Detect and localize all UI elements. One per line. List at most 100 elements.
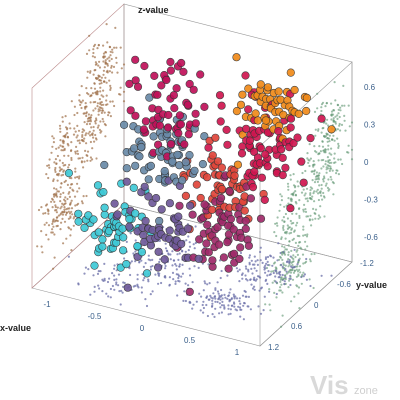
floor-projection-point	[221, 297, 224, 300]
yz-projection-point	[273, 291, 276, 294]
floor-projection-point	[248, 254, 251, 257]
yz-projection-point	[330, 110, 334, 113]
xz-projection-point	[54, 205, 57, 209]
floor-projection-point	[269, 255, 273, 258]
xz-projection-point	[109, 88, 112, 91]
floor-projection-point	[244, 265, 247, 268]
yz-projection-point	[348, 125, 351, 128]
yz-projection-point	[332, 109, 335, 112]
floor-projection-point	[213, 295, 216, 298]
yz-projection-point	[312, 192, 315, 195]
floor-projection-point	[222, 304, 225, 307]
floor-projection-point	[97, 284, 100, 287]
floor-projection-point	[101, 278, 104, 281]
yz-projection-point	[339, 129, 342, 132]
data-point	[125, 222, 134, 231]
floor-projection-point	[239, 308, 242, 311]
floor-projection-point	[195, 300, 198, 303]
xz-projection-point	[99, 106, 102, 109]
xz-projection-point	[69, 149, 73, 153]
yz-projection-point	[334, 122, 337, 125]
floor-projection-point	[211, 302, 214, 305]
data-point	[137, 248, 146, 257]
yz-projection-point	[309, 197, 312, 200]
floor-projection-point	[241, 277, 244, 280]
xz-projection-point	[61, 213, 65, 216]
xz-projection-point	[93, 140, 96, 143]
floor-projection-point	[144, 262, 147, 265]
xz-projection-point	[108, 59, 111, 63]
xz-projection-point	[115, 46, 118, 49]
floor-projection-point	[177, 276, 180, 280]
xz-projection-point	[93, 56, 96, 59]
xz-projection-point	[64, 115, 67, 118]
yz-projection-point	[268, 288, 271, 291]
data-point	[189, 85, 198, 94]
floor-projection-point	[264, 257, 267, 261]
yz-projection-point	[297, 207, 301, 211]
xz-projection-point	[94, 100, 97, 104]
floor-projection-point	[266, 260, 269, 263]
floor-projection-point	[284, 268, 287, 271]
xz-projection-point	[94, 120, 97, 123]
yz-projection-point	[295, 268, 298, 271]
floor-projection-point	[253, 255, 256, 258]
floor-projection-point	[203, 280, 206, 283]
yz-projection-point	[288, 279, 291, 282]
yz-projection-point	[302, 210, 305, 213]
x-tick-label: -0.5	[88, 312, 102, 321]
xz-projection-point	[59, 207, 62, 210]
xz-projection-point	[81, 134, 84, 137]
floor-projection-point	[113, 278, 116, 281]
data-point	[215, 91, 225, 100]
yz-projection-point	[289, 275, 292, 278]
floor-projection-point	[214, 297, 217, 300]
yz-projection-point	[317, 192, 320, 195]
yz-projection-point	[347, 104, 350, 107]
floor-projection-point	[224, 296, 227, 299]
floor-projection-point	[288, 260, 291, 264]
floor-projection-point	[194, 225, 197, 228]
yz-projection-point	[309, 189, 312, 192]
yz-projection-point	[294, 190, 297, 193]
xz-projection-point	[99, 86, 102, 89]
yz-projection-point	[322, 178, 325, 181]
yz-projection-point	[329, 175, 332, 179]
xz-projection-point	[52, 193, 56, 196]
data-point	[244, 84, 253, 93]
yz-projection-point	[311, 195, 314, 198]
yz-projection-point	[282, 224, 285, 228]
data-point	[211, 133, 220, 142]
floor-projection-point	[108, 277, 111, 280]
xz-projection-point	[79, 103, 82, 106]
xz-projection-point	[55, 195, 59, 198]
y-tick-label: -0.6	[337, 280, 351, 289]
xz-projection-point	[54, 158, 58, 161]
yz-projection-point	[328, 188, 331, 191]
data-point	[155, 216, 164, 226]
xz-projection-point	[48, 166, 51, 169]
data-point	[204, 143, 213, 152]
xz-projection-point	[82, 166, 85, 169]
floor-projection-point	[147, 254, 150, 257]
y-tick-label: -1.2	[360, 259, 374, 268]
data-point	[139, 230, 148, 240]
data-points	[64, 53, 336, 297]
xz-projection-point	[59, 193, 62, 196]
yz-projection-point	[313, 172, 316, 176]
yz-projection-point	[290, 249, 293, 252]
x-tick-label: 0.5	[184, 336, 196, 345]
xz-projection-point	[95, 157, 98, 160]
data-point	[286, 204, 295, 213]
xz-projection-point	[62, 191, 65, 194]
xz-projection-point	[85, 52, 89, 56]
floor-projection-point	[197, 266, 200, 269]
xz-projection-point	[78, 142, 81, 145]
data-point	[144, 192, 153, 201]
xz-projection-point	[69, 228, 73, 231]
xz-projection-point	[73, 105, 76, 108]
data-point	[181, 158, 190, 167]
xz-projection-point	[112, 65, 116, 68]
floor-projection-point	[254, 279, 257, 282]
x-tick-label: 0	[140, 324, 145, 333]
